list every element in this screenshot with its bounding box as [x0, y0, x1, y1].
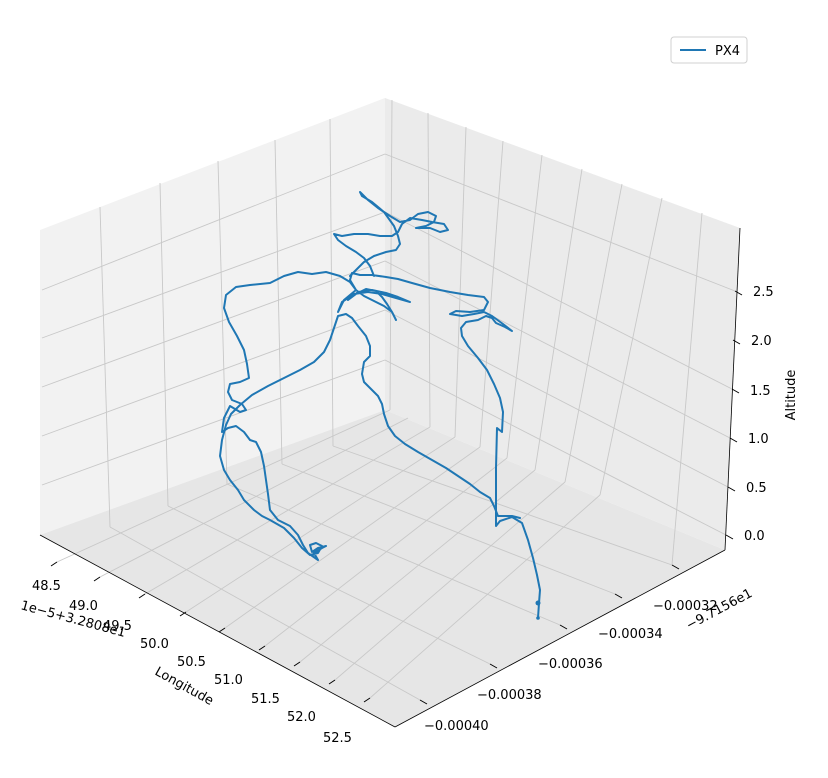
x-axis-title: Longitude	[152, 664, 216, 708]
z-tick-label: 2.0	[751, 334, 772, 349]
y-axis-line	[394, 549, 726, 728]
gridline	[226, 483, 561, 626]
x-tick	[179, 611, 187, 617]
x-tick	[93, 576, 101, 582]
series-line-px4	[219, 191, 541, 619]
z-tick-label: 1.5	[750, 384, 771, 399]
gridline	[56, 409, 391, 563]
gridline	[384, 153, 736, 292]
x-tick-label: 50.5	[177, 655, 206, 670]
y-tick-labels: −0.00032 −0.00034 −0.00036 −0.00038 −0.0…	[424, 599, 718, 734]
gridline	[144, 426, 431, 595]
x-tick	[363, 697, 371, 703]
z-tick-label: 2.5	[753, 285, 774, 300]
gridline	[564, 183, 623, 483]
x-tick-label: 50.0	[140, 637, 169, 652]
x-tick-label: 49.0	[69, 599, 98, 614]
gridline	[41, 260, 386, 388]
gridline	[506, 154, 543, 459]
x-tick-label: 51.5	[251, 692, 280, 707]
gridline	[109, 526, 421, 701]
z-tick	[734, 290, 743, 296]
gridline	[671, 212, 703, 566]
y-tick-label: −0.00038	[477, 688, 542, 703]
y-tick	[559, 624, 568, 630]
x-tick-label: 49.5	[103, 619, 132, 634]
z-tick-label: 1.0	[748, 432, 769, 447]
gridline	[384, 359, 727, 536]
gridline	[185, 436, 456, 613]
gridline	[41, 153, 386, 291]
x-tick-label: 52.0	[287, 710, 316, 725]
gridline	[384, 309, 729, 488]
z-tick-label: 0.0	[744, 529, 765, 544]
gridline	[99, 206, 111, 528]
z-tick	[727, 486, 736, 492]
gridline	[167, 505, 491, 665]
chart-panes	[40, 98, 740, 727]
z-tick	[725, 534, 734, 540]
gridline	[369, 494, 601, 699]
gridline	[454, 126, 467, 438]
z-axis-title: Altitude	[784, 370, 799, 421]
z-tick	[729, 437, 738, 443]
gridline	[534, 168, 583, 471]
gridline	[41, 359, 386, 486]
gridline	[41, 309, 386, 437]
gridline	[427, 112, 431, 428]
gridline	[384, 211, 733, 390]
x-tick-label: 52.5	[323, 731, 352, 746]
x-tick-label: 51.0	[214, 673, 243, 688]
y-tick	[419, 699, 428, 705]
gridline	[281, 463, 616, 595]
y-tick	[671, 564, 680, 570]
gridline	[332, 445, 673, 566]
z-tick-labels: 0.0 0.5 1.0 1.5 2.0 2.5	[744, 285, 774, 544]
series-px4	[219, 191, 541, 620]
y-tick	[489, 663, 498, 669]
legend-frame	[670, 36, 748, 64]
gridline	[264, 457, 508, 647]
y-tick-label: −0.00036	[538, 657, 603, 672]
z-tick	[731, 388, 740, 394]
gridline	[274, 139, 283, 465]
series-point-start	[535, 600, 541, 606]
x-axis-ticks	[50, 561, 371, 703]
y-axis-ticks	[419, 564, 680, 705]
y-tick-label: −0.00040	[424, 719, 489, 734]
gridline	[334, 481, 566, 681]
x-tick-labels: 48.5 49.0 49.5 50.0 50.5 51.0 51.5 52.0 …	[32, 579, 352, 746]
x-tick	[258, 645, 266, 651]
x-tick	[218, 627, 226, 633]
x-tick	[50, 561, 58, 567]
gridline	[159, 182, 169, 507]
x-tick	[293, 661, 301, 667]
gridline	[479, 140, 504, 448]
pane-right	[385, 98, 740, 550]
chart-legend: PX4	[670, 36, 748, 64]
gridline	[41, 211, 386, 339]
pane-left	[40, 98, 385, 535]
series-point-end	[536, 616, 540, 620]
y-tick-label: −0.00034	[598, 627, 663, 642]
z-axis-ticks	[725, 290, 743, 540]
legend-label-px4: PX4	[715, 44, 740, 59]
x-axis-line	[39, 534, 396, 728]
x-tick	[328, 679, 336, 685]
gridline	[389, 99, 393, 411]
gridline	[599, 197, 663, 496]
z-tick	[732, 339, 741, 345]
x-tick	[138, 593, 146, 599]
y-tick-label: −0.00032	[653, 599, 718, 614]
y-tick	[614, 593, 623, 599]
gridline	[329, 118, 334, 447]
z-tick-label: 0.5	[746, 481, 767, 496]
pane-floor	[40, 410, 725, 727]
x-tick-label: 48.5	[32, 579, 61, 594]
